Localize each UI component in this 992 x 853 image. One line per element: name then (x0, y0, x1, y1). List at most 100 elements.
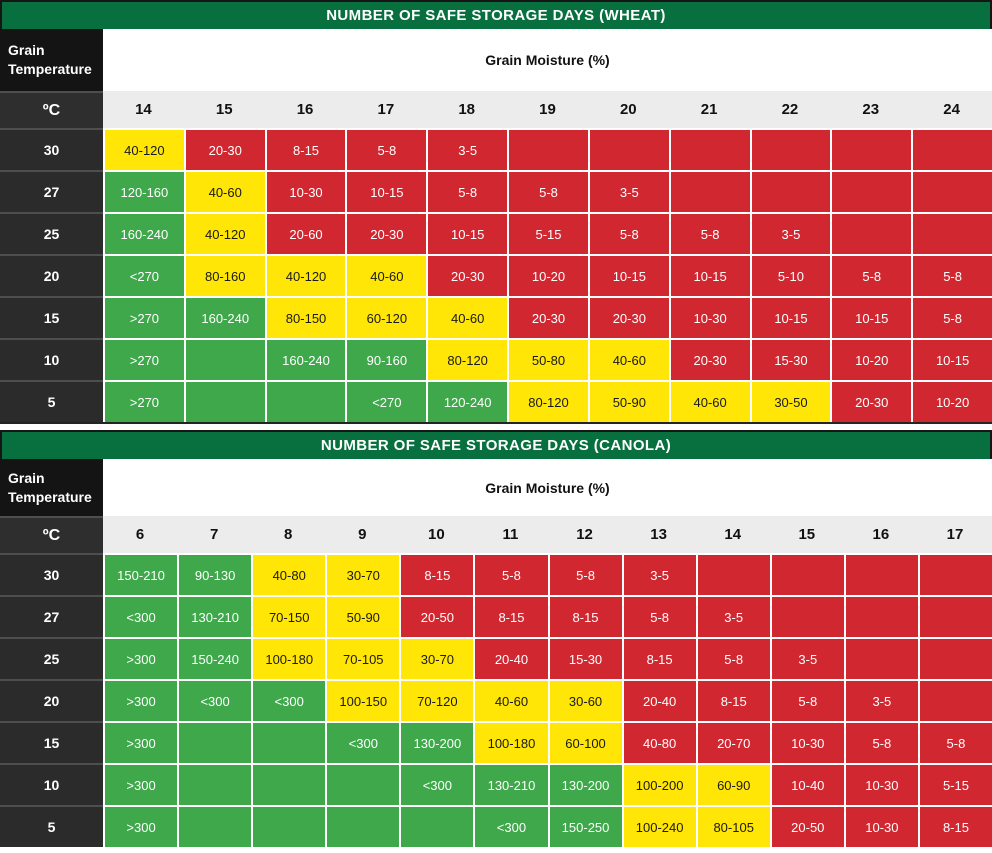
storage-days-cell: 5-8 (843, 721, 918, 763)
storage-days-cell: 5-8 (426, 170, 508, 212)
storage-days-cell: 8-15 (695, 679, 770, 721)
storage-days-cell: 5-8 (345, 128, 427, 170)
storage-days-cell: 130-200 (547, 763, 622, 805)
storage-days-cell: 130-210 (473, 763, 548, 805)
storage-days-cell: <300 (177, 679, 252, 721)
storage-days-cell: 100-180 (473, 721, 548, 763)
moisture-column-label: 14 (103, 91, 184, 128)
storage-days-cell: 5-8 (769, 679, 844, 721)
storage-days-cell (587, 128, 669, 170)
storage-days-cell: 40-60 (473, 679, 548, 721)
storage-days-cell: 30-50 (749, 380, 831, 422)
storage-days-cell: 10-30 (843, 763, 918, 805)
storage-days-cell: 40-120 (183, 212, 265, 254)
temperature-unit-label: ºC (0, 91, 103, 128)
moisture-column-label: 6 (103, 516, 178, 553)
storage-days-cell: 60-90 (695, 763, 770, 805)
storage-days-cell: 160-240 (183, 296, 265, 338)
moisture-column-label: 11 (473, 516, 548, 553)
moisture-column-label: 23 (830, 91, 912, 128)
canola-table: NUMBER OF SAFE STORAGE DAYS (CANOLA) Gra… (0, 430, 992, 847)
storage-days-cell: >270 (103, 380, 184, 422)
storage-days-cell: 10-15 (668, 254, 750, 296)
storage-days-cell: <300 (325, 721, 400, 763)
storage-days-cell (830, 212, 912, 254)
storage-days-cell: 20-30 (830, 380, 912, 422)
storage-days-cell: 15-30 (749, 338, 831, 380)
moisture-column-label: 15 (183, 91, 265, 128)
moisture-column-label: 8 (251, 516, 326, 553)
storage-days-cell (911, 128, 992, 170)
storage-days-cell: 10-40 (769, 763, 844, 805)
storage-days-cell: 15-30 (547, 637, 622, 679)
storage-days-cell (325, 805, 400, 847)
storage-days-cell (251, 763, 326, 805)
storage-days-cell: 80-120 (507, 380, 588, 422)
storage-days-cell (668, 128, 750, 170)
storage-days-cell: 50-90 (325, 595, 400, 637)
grain-temperature-label-line1: Grain (8, 469, 45, 486)
storage-days-cell: 70-120 (399, 679, 474, 721)
storage-days-cell: 80-160 (183, 254, 265, 296)
storage-days-cell: 40-60 (668, 380, 750, 422)
temperature-row-label: 20 (0, 679, 103, 721)
storage-days-cell: 5-8 (830, 254, 912, 296)
storage-days-cell: 10-30 (668, 296, 750, 338)
storage-days-cell: 3-5 (621, 553, 696, 595)
storage-days-cell: 10-15 (426, 212, 508, 254)
storage-days-cell: 3-5 (587, 170, 669, 212)
temperature-row-label: 10 (0, 763, 103, 805)
storage-days-cell: 3-5 (769, 637, 844, 679)
storage-days-cell: >300 (103, 763, 178, 805)
storage-days-cell: >300 (103, 637, 178, 679)
moisture-column-label: 24 (911, 91, 992, 128)
storage-days-cell: 10-15 (345, 170, 427, 212)
moisture-column-label: 7 (177, 516, 252, 553)
storage-days-cell: 80-120 (426, 338, 508, 380)
storage-days-cell: 20-30 (668, 338, 750, 380)
storage-days-cell: 130-200 (399, 721, 474, 763)
moisture-column-label: 12 (547, 516, 622, 553)
storage-days-cell: 10-30 (769, 721, 844, 763)
storage-days-cell: 40-80 (621, 721, 696, 763)
moisture-column-label: 20 (587, 91, 669, 128)
storage-days-cell: 60-100 (547, 721, 622, 763)
storage-days-cell: 10-15 (830, 296, 912, 338)
storage-days-cell: 40-60 (587, 338, 669, 380)
canola-header-row: Grain Temperature Grain Moisture (%) (0, 459, 992, 516)
temperature-row-label: 5 (0, 805, 103, 847)
storage-days-cell (917, 637, 992, 679)
temperature-row-label: 30 (0, 553, 103, 595)
storage-days-cell: 10-15 (911, 338, 992, 380)
moisture-column-label: 16 (843, 516, 918, 553)
storage-days-cell (668, 170, 750, 212)
storage-days-cell: 5-8 (911, 254, 992, 296)
storage-days-cell (325, 763, 400, 805)
storage-days-cell: 50-80 (507, 338, 588, 380)
storage-days-cell (917, 553, 992, 595)
storage-days-cell: 90-160 (345, 338, 427, 380)
storage-days-cell: 40-120 (103, 128, 184, 170)
storage-days-cell: 5-8 (911, 296, 992, 338)
moisture-column-label: 22 (749, 91, 831, 128)
storage-days-cell (183, 338, 265, 380)
storage-days-cell: 5-8 (507, 170, 588, 212)
storage-days-cell: 3-5 (426, 128, 508, 170)
storage-days-cell: 30-60 (547, 679, 622, 721)
storage-days-cell (399, 805, 474, 847)
storage-days-cell: 8-15 (621, 637, 696, 679)
storage-days-cell: 20-40 (473, 637, 548, 679)
storage-days-cell: 8-15 (547, 595, 622, 637)
storage-days-cell (843, 637, 918, 679)
temperature-row-label: 15 (0, 721, 103, 763)
temperature-row-label: 27 (0, 170, 103, 212)
storage-days-cell: >270 (103, 296, 184, 338)
storage-days-cell: 40-60 (345, 254, 427, 296)
storage-days-cell (911, 212, 992, 254)
storage-days-cell (769, 595, 844, 637)
storage-days-cell (843, 553, 918, 595)
storage-days-cell: 30-70 (399, 637, 474, 679)
storage-days-cell: 120-240 (426, 380, 508, 422)
storage-days-cell (177, 721, 252, 763)
